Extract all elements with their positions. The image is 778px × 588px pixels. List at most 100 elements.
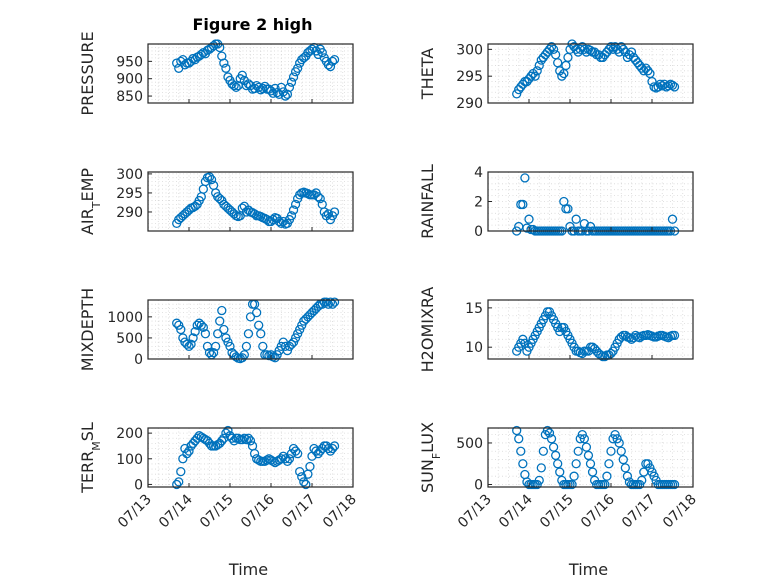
- data-point: [626, 47, 637, 57]
- data-point: [292, 63, 303, 73]
- data-point: [522, 223, 532, 233]
- axes-frame: [487, 427, 694, 488]
- data-point: [512, 89, 522, 99]
- data-point: [172, 318, 182, 328]
- data-point: [557, 71, 567, 81]
- data-point: [667, 214, 678, 224]
- data-point: [176, 324, 186, 335]
- data-point: [282, 456, 293, 466]
- data-point: [639, 66, 649, 76]
- y-tick-label: 950: [116, 54, 143, 70]
- data-point: [622, 471, 633, 481]
- data-point: [608, 44, 618, 55]
- data-point: [571, 459, 581, 469]
- subplot-mixdepth: 0 500 1000 MIXDEPTH: [78, 288, 354, 371]
- x-tick-label: 07/18: [660, 492, 700, 532]
- data-point: [581, 442, 592, 452]
- axes-frame: [147, 299, 354, 360]
- data-point: [219, 324, 229, 335]
- data-point: [184, 446, 194, 456]
- data-point: [256, 329, 266, 339]
- data-point: [313, 192, 323, 202]
- data-point: [669, 330, 680, 341]
- data-point: [323, 443, 334, 454]
- axes-frame: [487, 43, 694, 104]
- data-point: [208, 348, 219, 358]
- data-point: [544, 44, 555, 55]
- y-tick-label: 295: [456, 69, 483, 85]
- data-point: [290, 446, 301, 456]
- data-point: [526, 71, 536, 81]
- y-tick-label: 900: [116, 72, 143, 88]
- data-point: [196, 49, 206, 60]
- data-point: [231, 352, 241, 362]
- y-tick-label: 0: [134, 352, 143, 368]
- y-tick-label: 1000: [107, 310, 143, 326]
- data-point: [268, 214, 278, 225]
- data-point: [669, 82, 680, 92]
- data-point: [329, 441, 340, 451]
- x-tick-label: 07/14: [496, 491, 536, 531]
- data-point: [268, 456, 278, 466]
- y-tick-label: 300: [456, 42, 483, 58]
- data-point: [571, 214, 581, 224]
- data-point: [569, 471, 579, 481]
- data-point: [280, 91, 291, 101]
- subplot-rainfall: 0 2 4 RAINFALL: [418, 164, 694, 240]
- data-point: [190, 326, 200, 337]
- data-point: [327, 443, 338, 454]
- x-tick-label: 07/13: [455, 492, 495, 532]
- data-point: [186, 339, 196, 349]
- data-point: [514, 434, 524, 444]
- y-tick-label: 0: [474, 478, 483, 494]
- data-point: [225, 341, 235, 352]
- data-point: [172, 479, 182, 490]
- data-point: [276, 218, 286, 229]
- y-tick-label: 500: [456, 436, 483, 452]
- data-point: [200, 329, 211, 339]
- y-axis-label: MIXDEPTH: [78, 288, 97, 371]
- data-point: [315, 193, 325, 204]
- x-tick-label: 07/18: [320, 492, 360, 532]
- axes-frame: [147, 171, 354, 232]
- data-point: [297, 472, 307, 482]
- data-point: [544, 428, 555, 438]
- subplot-sun-flux: 0 500 07/13 07/14 07/15 07/16 07/17 07/18 SUNFLU…: [418, 422, 700, 579]
- y-axis-label: RAINFALL: [418, 164, 437, 239]
- data-point: [217, 436, 227, 446]
- data-point: [534, 60, 544, 71]
- data-point: [563, 204, 573, 214]
- x-tick-label: 07/15: [537, 492, 577, 532]
- data-point: [241, 341, 252, 352]
- data-point: [219, 58, 229, 68]
- data-point: [206, 174, 217, 185]
- data-point: [637, 475, 647, 486]
- y-axis-label: AIRTEMP: [78, 168, 103, 235]
- data-point: [530, 71, 540, 81]
- data-point: [204, 172, 215, 182]
- data-point: [182, 339, 192, 349]
- x-tick-label: 07/17: [619, 492, 659, 532]
- data-point: [184, 341, 194, 352]
- data-point: [579, 434, 589, 444]
- data-point: [245, 312, 256, 322]
- y-axis-label: THETA: [418, 48, 437, 100]
- data-point: [213, 329, 223, 339]
- data-point: [524, 214, 534, 224]
- data-point: [311, 446, 321, 456]
- data-point: [606, 446, 616, 456]
- data-point: [637, 63, 647, 73]
- data-point: [600, 479, 610, 490]
- data-point: [512, 425, 522, 436]
- x-axis-label: Time: [228, 560, 268, 579]
- data-point: [553, 459, 563, 469]
- data-point: [292, 449, 303, 459]
- y-tick-label: 290: [456, 96, 483, 112]
- subplot-air-temp: 290 295 300 AIRTEMP: [78, 167, 354, 235]
- data-point: [518, 459, 528, 469]
- data-point: [573, 446, 583, 456]
- data-point: [663, 81, 674, 91]
- data-point: [288, 205, 299, 215]
- data-point: [188, 333, 198, 343]
